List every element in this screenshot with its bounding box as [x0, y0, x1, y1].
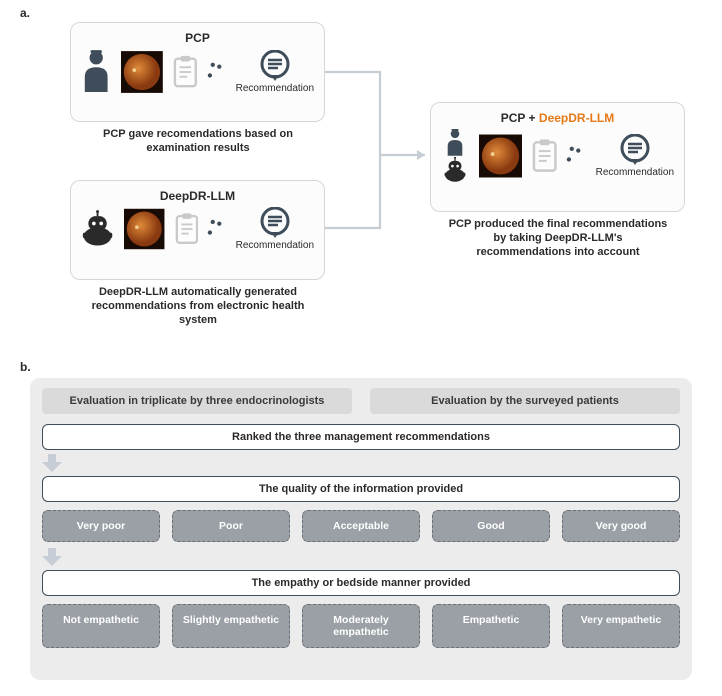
empathy-chip: Very empathetic: [562, 604, 680, 648]
quality-chip: Very poor: [42, 510, 160, 542]
clipboard-icon: [532, 139, 557, 173]
flow-arrow-icon: [325, 60, 435, 240]
card-llm-title: DeepDR-LLM: [81, 189, 314, 203]
rec-label: Recommendation: [236, 240, 314, 251]
panel-a-label: a.: [20, 6, 30, 20]
eval-header-right: Evaluation by the surveyed patients: [370, 388, 680, 414]
card-llm-icons: ● ● ● Recommendation: [81, 207, 314, 251]
clipboard-icon: [173, 55, 198, 89]
arrow-down-icon: [42, 548, 62, 566]
card-pcp-icons: ● ● ● Recommendation: [81, 49, 314, 95]
fundus-icon: [479, 134, 522, 178]
quality-chip: Poor: [172, 510, 290, 542]
empathy-chip: Not empathetic: [42, 604, 160, 648]
section-quality: The quality of the information provided: [42, 476, 680, 502]
ellipsis-icon: ● ● ●: [565, 143, 588, 169]
recommendation-icon: [259, 207, 291, 239]
caption-pcp: PCP gave recomendations based on examina…: [84, 128, 312, 156]
recommendation-icon: [259, 50, 291, 82]
fundus-icon: [121, 50, 163, 94]
quality-chip: Very good: [562, 510, 680, 542]
section-ranked: Ranked the three management recommendati…: [42, 424, 680, 450]
ellipsis-icon: ● ● ●: [205, 59, 228, 85]
empathy-chip: Moderately empathetic: [302, 604, 420, 648]
section-empathy: The empathy or bedside manner provided: [42, 570, 680, 596]
card-combined: PCP + DeepDR-LLM: [430, 102, 685, 212]
quality-chip: Acceptable: [302, 510, 420, 542]
quality-chips: Very poor Poor Acceptable Good Very good: [42, 510, 680, 542]
eval-header-left: Evaluation in triplicate by three endocr…: [42, 388, 352, 414]
card-combined-title: PCP + DeepDR-LLM: [441, 111, 674, 125]
caption-llm: DeepDR-LLM automatically generated recom…: [80, 286, 316, 327]
robot-icon: [441, 157, 469, 183]
person-icon: [443, 129, 467, 157]
card-llm: DeepDR-LLM: [70, 180, 325, 280]
panel-b-label: b.: [20, 360, 31, 374]
recommendation-icon: [619, 134, 651, 166]
person-icon: [81, 49, 111, 95]
card-pcp: PCP ● ● ●: [70, 22, 325, 122]
rec-label: Recommendation: [596, 167, 674, 178]
card-pcp-title: PCP: [81, 31, 314, 45]
arrow-down-icon: [42, 454, 62, 472]
card-combined-icons: ● ● ● Recommendation: [441, 129, 674, 183]
empathy-chips: Not empathetic Slightly empathetic Moderat…: [42, 604, 680, 648]
fundus-icon: [124, 207, 164, 251]
robot-icon: [81, 209, 114, 249]
caption-combined: PCP produced the final recommendations b…: [445, 218, 671, 259]
quality-chip: Good: [432, 510, 550, 542]
empathy-chip: Slightly empathetic: [172, 604, 290, 648]
rec-label: Recommendation: [236, 83, 314, 94]
panel-b-container: Evaluation in triplicate by three endocr…: [30, 378, 692, 680]
empathy-chip: Empathetic: [432, 604, 550, 648]
clipboard-icon: [175, 212, 199, 246]
ellipsis-icon: ● ● ●: [206, 216, 228, 242]
